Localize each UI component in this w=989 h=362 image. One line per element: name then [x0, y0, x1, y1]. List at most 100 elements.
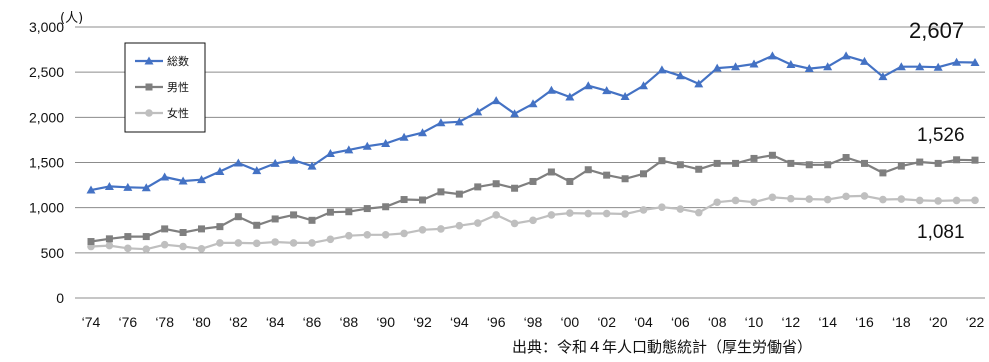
data-point [953, 156, 961, 164]
data-point [308, 239, 316, 247]
data-point [878, 72, 888, 81]
legend-marker [145, 83, 153, 91]
x-tick-label: ‘98 [524, 314, 543, 330]
end-value-label: 1,526 [917, 125, 965, 146]
data-point [234, 213, 242, 221]
data-point [658, 203, 666, 212]
data-point [732, 159, 740, 167]
y-tick-label: 500 [41, 245, 65, 261]
data-point [934, 197, 942, 205]
data-point [419, 196, 426, 204]
data-point [290, 211, 298, 219]
data-point [657, 65, 667, 74]
data-point [731, 62, 741, 71]
data-point [861, 159, 868, 167]
series-line [90, 54, 976, 192]
data-point [400, 229, 408, 238]
data-point [437, 225, 445, 233]
data-point [971, 196, 979, 205]
data-point [879, 169, 887, 177]
data-point [952, 196, 961, 205]
data-point [216, 239, 224, 247]
data-point [528, 99, 538, 108]
data-point [879, 195, 887, 204]
data-point [491, 96, 501, 105]
legend-label: 総数 [167, 54, 189, 68]
source-note: 出典：令和４年人口動態統計（厚生労働省） [512, 338, 813, 356]
data-point [676, 205, 685, 213]
data-point [896, 62, 906, 71]
x-tick-label: ‘92 [413, 314, 432, 330]
data-point [161, 225, 169, 233]
data-point [87, 238, 95, 246]
data-point [455, 221, 464, 230]
series-female [87, 192, 979, 254]
data-point [271, 215, 279, 223]
data-point [455, 190, 463, 198]
data-point [823, 195, 832, 204]
data-point [473, 107, 483, 116]
data-point [253, 221, 261, 229]
series-total [86, 51, 980, 194]
x-tick-label: ‘08 [708, 314, 727, 330]
data-point [584, 166, 592, 174]
data-point [345, 208, 353, 216]
x-tick-label: ‘18 [892, 314, 911, 330]
end-labels: 2,607 1,526 1,081 [860, 18, 965, 243]
data-point [749, 59, 759, 68]
x-tick-label: ‘78 [155, 314, 174, 330]
data-point [271, 238, 279, 246]
data-point [897, 162, 905, 170]
data-point [695, 165, 703, 173]
x-tick-label: ‘02 [597, 314, 616, 330]
x-tick-label: ‘80 [192, 314, 211, 330]
data-point [675, 71, 685, 80]
x-tick-label: ‘10 [745, 314, 764, 330]
data-point [621, 210, 629, 218]
data-point [787, 159, 795, 167]
data-point [934, 159, 942, 167]
data-point [566, 209, 574, 217]
data-point [750, 198, 758, 207]
data-point [362, 141, 372, 150]
y-tick-label: 1,000 [29, 200, 64, 216]
data-point [860, 56, 869, 65]
data-point [289, 155, 299, 164]
data-point [639, 206, 648, 214]
data-point [216, 223, 224, 231]
data-point [179, 242, 187, 251]
data-point [529, 177, 537, 185]
x-tick-label: ‘22 [966, 314, 985, 330]
data-point [620, 92, 630, 101]
data-point [639, 81, 648, 90]
x-tick-label: ‘84 [266, 314, 285, 330]
x-tick-label: ‘06 [671, 314, 690, 330]
data-point [418, 225, 427, 234]
data-point [418, 128, 427, 137]
y-axis-ticks: 0 500 1,000 1,500 2,000 2,500 3,000 [29, 19, 64, 306]
data-point [694, 79, 704, 88]
y-tick-label: 2,500 [29, 64, 64, 80]
data-point [308, 216, 316, 224]
data-point [381, 230, 390, 239]
data-point [842, 192, 850, 201]
x-tick-label: ‘16 [855, 314, 874, 330]
data-point [658, 157, 666, 165]
data-point [289, 239, 298, 247]
x-tick-label: ‘74 [82, 314, 101, 330]
end-value-label: 2,607 [909, 18, 964, 43]
data-point [731, 196, 740, 205]
data-point [584, 209, 593, 218]
y-tick-label: 3,000 [29, 19, 64, 35]
data-point [326, 235, 335, 244]
data-point [916, 158, 924, 166]
data-point [124, 244, 132, 253]
data-point [842, 154, 850, 162]
data-point [713, 159, 721, 167]
data-point [492, 180, 500, 188]
data-point [547, 168, 555, 176]
data-point [325, 148, 335, 157]
data-point [529, 216, 537, 225]
data-point [474, 183, 482, 191]
data-point [824, 161, 832, 169]
